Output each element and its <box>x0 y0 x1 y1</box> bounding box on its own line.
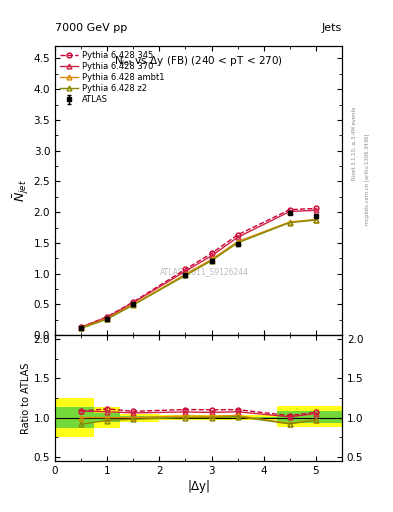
Pythia 6.428 z2 <box>79 325 83 331</box>
Pythia 6.428 345 <box>209 250 214 257</box>
Text: ATLAS_2011_S9126244: ATLAS_2011_S9126244 <box>160 267 249 276</box>
Legend: Pythia 6.428 345, Pythia 6.428 370, Pythia 6.428 ambt1, Pythia 6.428 z2, ATLAS: Pythia 6.428 345, Pythia 6.428 370, Pyth… <box>58 50 166 106</box>
Pythia 6.428 ambt1 <box>79 325 83 331</box>
Pythia 6.428 z2 <box>131 302 136 308</box>
Line: Pythia 6.428 345: Pythia 6.428 345 <box>79 206 318 330</box>
Pythia 6.428 345 <box>287 207 292 213</box>
Pythia 6.428 ambt1 <box>235 239 240 245</box>
Pythia 6.428 370 <box>183 268 188 274</box>
Pythia 6.428 345 <box>314 205 318 211</box>
Line: Pythia 6.428 370: Pythia 6.428 370 <box>79 208 318 330</box>
Pythia 6.428 370 <box>79 324 83 330</box>
Y-axis label: $\bar{N}_{jet}$: $\bar{N}_{jet}$ <box>11 179 31 202</box>
Text: Jets: Jets <box>321 23 342 33</box>
Pythia 6.428 370 <box>314 207 318 214</box>
Pythia 6.428 ambt1 <box>131 301 136 307</box>
Text: mcplots.cern.ch [arXiv:1306.3436]: mcplots.cern.ch [arXiv:1306.3436] <box>365 134 371 225</box>
Pythia 6.428 345 <box>105 314 110 320</box>
Pythia 6.428 345 <box>183 266 188 272</box>
Pythia 6.428 z2 <box>209 258 214 264</box>
Text: 7000 GeV pp: 7000 GeV pp <box>55 23 127 33</box>
Text: N$_{\rm jet}$ vs $\Delta$y (FB) (240 < pT < 270): N$_{\rm jet}$ vs $\Delta$y (FB) (240 < p… <box>114 55 283 69</box>
X-axis label: |$\Delta$y|: |$\Delta$y| <box>187 478 210 496</box>
Line: Pythia 6.428 z2: Pythia 6.428 z2 <box>79 218 318 331</box>
Line: Pythia 6.428 ambt1: Pythia 6.428 ambt1 <box>79 217 318 330</box>
Pythia 6.428 ambt1 <box>183 271 188 278</box>
Y-axis label: Ratio to ATLAS: Ratio to ATLAS <box>21 362 31 434</box>
Pythia 6.428 z2 <box>314 217 318 223</box>
Pythia 6.428 z2 <box>105 316 110 322</box>
Pythia 6.428 z2 <box>235 240 240 246</box>
Pythia 6.428 370 <box>105 314 110 321</box>
Pythia 6.428 ambt1 <box>314 217 318 223</box>
Pythia 6.428 ambt1 <box>105 315 110 322</box>
Pythia 6.428 345 <box>79 324 83 330</box>
Pythia 6.428 345 <box>131 299 136 305</box>
Pythia 6.428 370 <box>287 208 292 215</box>
Pythia 6.428 370 <box>235 234 240 241</box>
Pythia 6.428 370 <box>131 300 136 306</box>
Pythia 6.428 z2 <box>287 220 292 226</box>
Pythia 6.428 ambt1 <box>287 219 292 225</box>
Text: Rivet 3.1.10, ≥ 3.4M events: Rivet 3.1.10, ≥ 3.4M events <box>352 106 357 180</box>
Pythia 6.428 z2 <box>183 272 188 279</box>
Pythia 6.428 345 <box>235 232 240 238</box>
Pythia 6.428 370 <box>209 253 214 259</box>
Pythia 6.428 ambt1 <box>209 257 214 263</box>
